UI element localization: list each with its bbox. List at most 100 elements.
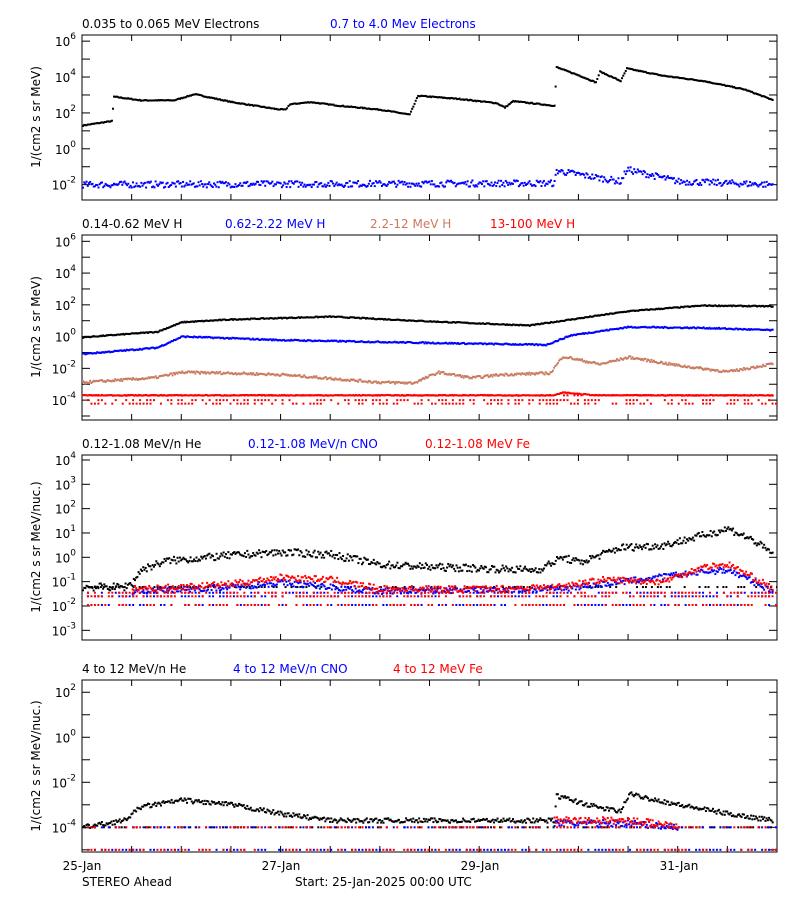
data-point [759, 365, 762, 368]
data-point [737, 394, 740, 397]
data-point [540, 343, 543, 346]
data-point [694, 304, 697, 307]
data-point [362, 341, 365, 344]
data-point [196, 93, 199, 96]
data-point [399, 394, 402, 397]
data-point [108, 379, 111, 382]
data-point [164, 394, 167, 397]
data-point [502, 394, 505, 397]
data-point [204, 95, 207, 98]
data-point [357, 380, 360, 383]
data-point [775, 402, 777, 405]
data-point [295, 402, 298, 405]
data-point [351, 559, 354, 562]
data-point [116, 349, 119, 352]
data-point [463, 564, 466, 567]
data-point [318, 182, 321, 185]
data-point [595, 362, 598, 365]
data-point [657, 547, 660, 550]
data-point [590, 361, 593, 364]
data-point [330, 103, 333, 106]
data-point [279, 339, 282, 342]
data-point [186, 560, 189, 563]
data-point [581, 76, 584, 79]
data-point [597, 591, 600, 594]
data-point [229, 553, 232, 556]
data-point [101, 181, 104, 184]
data-point [271, 180, 274, 183]
data-point [729, 394, 732, 397]
data-point [492, 394, 495, 397]
data-point [715, 591, 718, 594]
data-point [625, 310, 628, 313]
data-point [607, 180, 610, 183]
data-point [443, 373, 446, 376]
data-point [112, 582, 115, 585]
data-point [437, 399, 440, 402]
data-point [148, 377, 151, 380]
data-point [587, 176, 590, 179]
data-point [195, 336, 198, 339]
data-point [565, 69, 568, 72]
data-point [298, 591, 301, 594]
data-point [546, 104, 549, 107]
data-point [318, 553, 321, 556]
data-point [670, 402, 673, 405]
data-point [383, 565, 386, 568]
data-point [633, 168, 636, 171]
data-point [83, 394, 86, 397]
data-point [510, 182, 513, 185]
data-point [472, 375, 475, 378]
data-point [472, 402, 475, 405]
data-point [307, 550, 310, 553]
data-point [85, 394, 88, 397]
data-point [657, 362, 660, 365]
data-point [560, 338, 563, 341]
data-point [542, 394, 545, 397]
data-point [183, 394, 186, 397]
data-point [730, 182, 733, 185]
data-point [472, 343, 475, 346]
data-point [116, 582, 119, 585]
data-point [521, 569, 524, 572]
data-point [396, 111, 399, 114]
data-point [304, 394, 307, 397]
data-point [504, 394, 507, 397]
data-point [434, 595, 437, 598]
data-point [616, 549, 619, 552]
data-point [672, 76, 675, 79]
data-point [568, 561, 571, 564]
data-point [498, 373, 501, 376]
data-point [440, 394, 443, 397]
data-point [700, 304, 703, 307]
data-point [664, 361, 667, 364]
data-point [152, 331, 155, 334]
data-point [548, 562, 551, 565]
data-point [689, 394, 692, 397]
data-point [641, 394, 644, 397]
data-point [344, 184, 347, 187]
data-point [415, 182, 418, 185]
data-point [239, 394, 242, 397]
data-point [439, 394, 442, 397]
data-point [194, 372, 197, 375]
data-point [250, 591, 253, 594]
data-point [482, 394, 485, 397]
data-point [131, 584, 134, 587]
data-point [615, 402, 618, 405]
data-point [379, 394, 382, 397]
data-point [281, 339, 284, 342]
data-point [377, 108, 380, 111]
data-point [685, 78, 688, 81]
data-point [279, 552, 282, 555]
data-point [93, 185, 96, 188]
data-point [715, 534, 718, 537]
data-point [622, 603, 625, 606]
data-point [97, 335, 100, 338]
data-point [359, 557, 362, 560]
data-point [213, 586, 216, 589]
data-point [552, 105, 555, 108]
data-point [697, 367, 700, 370]
data-point [527, 343, 530, 346]
data-point [194, 93, 197, 96]
